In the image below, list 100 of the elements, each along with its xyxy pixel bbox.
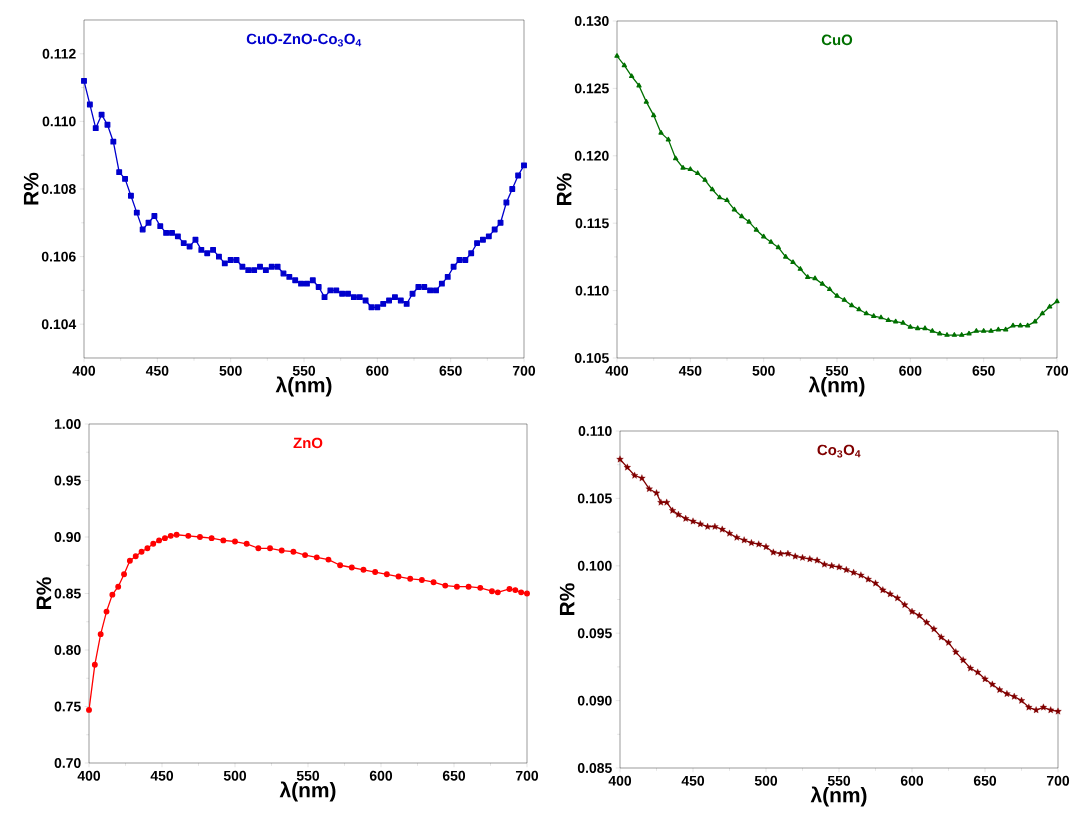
x-tick-label: 400 xyxy=(72,365,96,376)
x-tick-label: 700 xyxy=(515,770,539,781)
point xyxy=(442,582,449,589)
point xyxy=(524,590,530,597)
y-tick-label: 0.105 xyxy=(577,493,612,504)
x-tick-label: 700 xyxy=(1046,775,1070,786)
point xyxy=(208,535,215,542)
y-tick-label: 0.085 xyxy=(577,763,612,773)
point xyxy=(121,571,127,578)
x-tick-label: 500 xyxy=(752,365,775,376)
point xyxy=(267,545,273,552)
y-tick-label: 0.100 xyxy=(577,560,612,571)
point xyxy=(290,548,297,555)
point xyxy=(126,557,133,564)
y-tick-label: 0.85 xyxy=(54,588,81,599)
point xyxy=(91,661,98,668)
point xyxy=(518,589,525,596)
point xyxy=(86,706,92,713)
point xyxy=(489,588,495,595)
y-tick-label: 1.00 xyxy=(54,419,81,429)
x-tick-label: 650 xyxy=(972,365,995,376)
y-tick-label: 0.110 xyxy=(575,285,609,296)
x-tick-label: 650 xyxy=(973,775,997,786)
point xyxy=(156,537,163,544)
x-tick-label: 550 xyxy=(296,770,320,781)
point xyxy=(103,608,110,615)
x-tick-label: 600 xyxy=(369,770,393,781)
point xyxy=(173,531,180,538)
point xyxy=(161,535,168,542)
x-axis-title: λ(nm) xyxy=(810,786,867,807)
point xyxy=(150,540,157,547)
x-tick-label: 450 xyxy=(678,365,702,376)
point xyxy=(477,584,484,591)
y-tick-label: 0.125 xyxy=(574,83,609,94)
point xyxy=(278,547,285,554)
x-tick-label: 450 xyxy=(681,775,705,786)
x-tick-label: 500 xyxy=(219,365,242,376)
x-tick-label: 550 xyxy=(292,365,316,376)
text: CuO xyxy=(821,34,853,46)
x-tick-label: 600 xyxy=(900,775,924,786)
y-tick-label: 0.120 xyxy=(574,150,609,161)
y-tick-label: 0.108 xyxy=(41,184,76,194)
x-axis-title: λ(nm) xyxy=(279,781,336,802)
y-tick-label: 0.80 xyxy=(54,645,81,655)
y-tick-label: 0.095 xyxy=(577,628,612,639)
y-axis-title: R% xyxy=(556,173,572,205)
point xyxy=(255,545,262,552)
y-tick-label: 0.112 xyxy=(42,48,76,59)
y-tick-label: 0.95 xyxy=(54,475,81,486)
point xyxy=(115,583,122,590)
point xyxy=(407,575,414,582)
y-tick-label: 0.75 xyxy=(54,701,81,712)
x-tick-label: 550 xyxy=(825,365,849,376)
x-tick-label: 400 xyxy=(77,770,101,781)
x-tick-label: 450 xyxy=(145,365,169,376)
y-tick-label: 0.106 xyxy=(41,251,76,262)
x-tick-label: 550 xyxy=(827,775,851,786)
point xyxy=(430,579,437,586)
x-tick-label: 400 xyxy=(608,775,632,786)
point xyxy=(512,587,519,594)
point xyxy=(97,631,104,638)
point xyxy=(144,545,151,552)
point xyxy=(337,562,344,569)
point xyxy=(348,564,355,571)
x-tick-label: 600 xyxy=(899,365,922,376)
point xyxy=(494,589,501,596)
x-tick-label: 700 xyxy=(1045,365,1069,376)
point xyxy=(220,537,227,544)
point xyxy=(395,573,402,580)
text: Co$_{3}$O$_{4}$ xyxy=(817,444,861,458)
point xyxy=(109,591,116,598)
y-tick-label: 0.115 xyxy=(575,218,609,229)
y-tick-label: 0.90 xyxy=(54,532,81,542)
y-axis-title: R% xyxy=(559,583,575,615)
point xyxy=(132,553,139,560)
y-tick-label: 0.104 xyxy=(41,319,77,330)
x-tick-label: 400 xyxy=(605,365,629,376)
point xyxy=(453,583,460,590)
x-tick-label: 450 xyxy=(150,770,174,781)
point xyxy=(372,569,379,575)
y-tick-label: 0.090 xyxy=(577,695,612,706)
y-tick-label: 0.110 xyxy=(578,426,612,436)
x-tick-label: 650 xyxy=(439,365,462,376)
point xyxy=(313,554,320,561)
point xyxy=(167,532,174,539)
x-tick-label: 500 xyxy=(223,770,247,781)
x-tick-label: 500 xyxy=(754,775,778,786)
point xyxy=(232,538,238,545)
x-axis-title: λ(nm) xyxy=(275,376,332,397)
point xyxy=(465,583,472,590)
y-tick-label: 0.110 xyxy=(42,116,76,127)
x-tick-label: 600 xyxy=(366,365,389,376)
point xyxy=(383,571,390,578)
x-tick-label: 700 xyxy=(512,365,536,376)
point xyxy=(243,540,250,547)
point xyxy=(185,532,192,539)
y-axis-title: R% xyxy=(23,172,39,205)
point xyxy=(197,534,203,540)
text: ZnO xyxy=(293,437,323,449)
y-axis-title: R% xyxy=(36,577,52,609)
